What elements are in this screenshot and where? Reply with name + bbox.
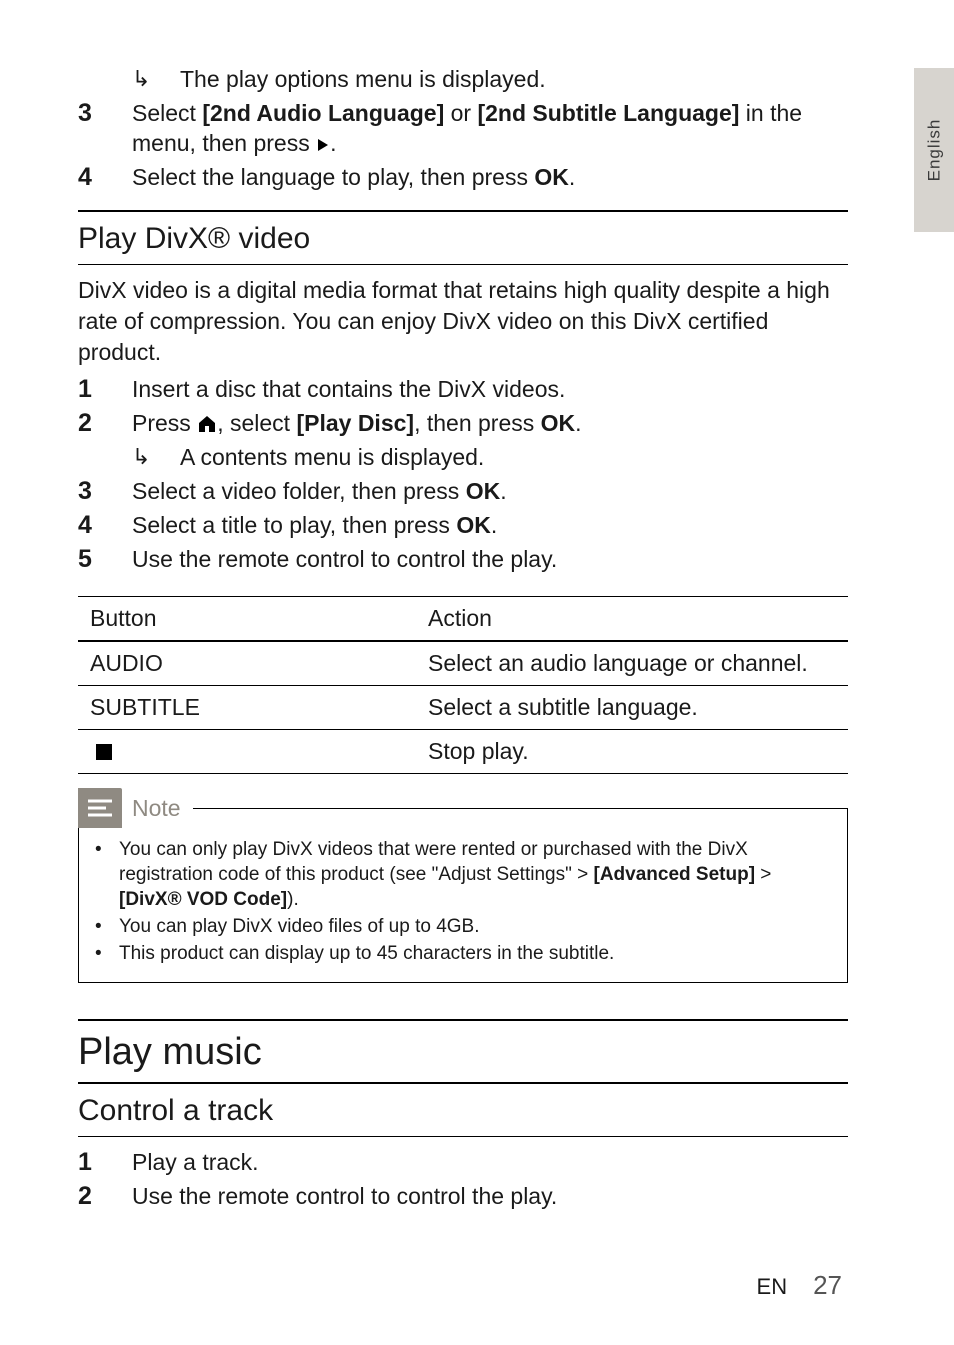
step-text: Press , select [Play Disc], then press O…: [132, 408, 848, 438]
music-steps: 1 Play a track. 2 Use the remote control…: [78, 1147, 848, 1211]
step-number: 4: [78, 162, 132, 192]
note-label: Note: [122, 795, 193, 822]
step-number: 3: [78, 98, 132, 158]
note-item: This product can display up to 45 charac…: [119, 941, 614, 966]
step-number: 1: [78, 1147, 132, 1177]
section-divider: [78, 210, 848, 212]
section-heading-divx: Play DivX® video: [78, 222, 848, 256]
note-item: You can only play DivX videos that were …: [119, 837, 831, 912]
step-text: Use the remote control to control the pl…: [132, 1181, 848, 1211]
note-box: Note •You can only play DivX videos that…: [78, 808, 848, 983]
table-header-action: Action: [418, 597, 848, 640]
result-arrow-icon: ↳: [132, 64, 180, 94]
note-list: •You can only play DivX videos that were…: [95, 837, 831, 966]
note-item: You can play DivX video files of up to 4…: [119, 914, 480, 939]
step-result-text: The play options menu is displayed.: [180, 64, 546, 94]
step-text: Play a track.: [132, 1147, 848, 1177]
top-steps: ↳ The play options menu is displayed. 3 …: [78, 60, 848, 192]
table-header-button: Button: [78, 597, 418, 640]
section-divider: [78, 1019, 848, 1021]
step-text: Select the language to play, then press …: [132, 162, 848, 192]
result-arrow-icon: ↳: [132, 442, 180, 472]
page-content: ↳ The play options menu is displayed. 3 …: [78, 60, 848, 1215]
table-cell-button: SUBTITLE: [78, 686, 418, 729]
footer-lang: EN: [757, 1274, 788, 1300]
language-tab: English: [914, 68, 954, 232]
step-number: 4: [78, 510, 132, 540]
stop-icon: [96, 744, 112, 760]
button-action-table: Button Action AUDIO Select an audio lang…: [78, 596, 848, 774]
heading-underline: [78, 264, 848, 265]
note-icon: [78, 788, 122, 828]
step-text: Use the remote control to control the pl…: [132, 544, 848, 574]
heading-underline: [78, 1136, 848, 1137]
step-text: Select a title to play, then press OK.: [132, 510, 848, 540]
table-cell-action: Select a subtitle language.: [418, 686, 848, 729]
step-result-text: A contents menu is displayed.: [180, 442, 484, 472]
step-number: 1: [78, 374, 132, 404]
footer-page-number: 27: [813, 1270, 842, 1301]
step-text: Insert a disc that contains the DivX vid…: [132, 374, 848, 404]
step-number: [78, 60, 132, 94]
table-cell-button: [78, 730, 418, 773]
step-number: 5: [78, 544, 132, 574]
heading-underline: [78, 1082, 848, 1084]
table-cell-action: Stop play.: [418, 730, 848, 773]
step-number: 2: [78, 408, 132, 472]
step-text: Select [2nd Audio Language] or [2nd Subt…: [132, 98, 848, 158]
step-number: 3: [78, 476, 132, 506]
divx-intro: DivX video is a digital media format tha…: [78, 275, 848, 368]
table-cell-button: AUDIO: [78, 642, 418, 685]
step-text: Select a video folder, then press OK.: [132, 476, 848, 506]
step-number: 2: [78, 1181, 132, 1211]
subsection-heading: Control a track: [78, 1094, 848, 1128]
divx-steps: 1 Insert a disc that contains the DivX v…: [78, 374, 848, 574]
language-tab-label: English: [924, 119, 944, 182]
section-heading-music: Play music: [78, 1031, 848, 1074]
table-cell-action: Select an audio language or channel.: [418, 642, 848, 685]
page-footer: EN 27: [757, 1270, 842, 1301]
